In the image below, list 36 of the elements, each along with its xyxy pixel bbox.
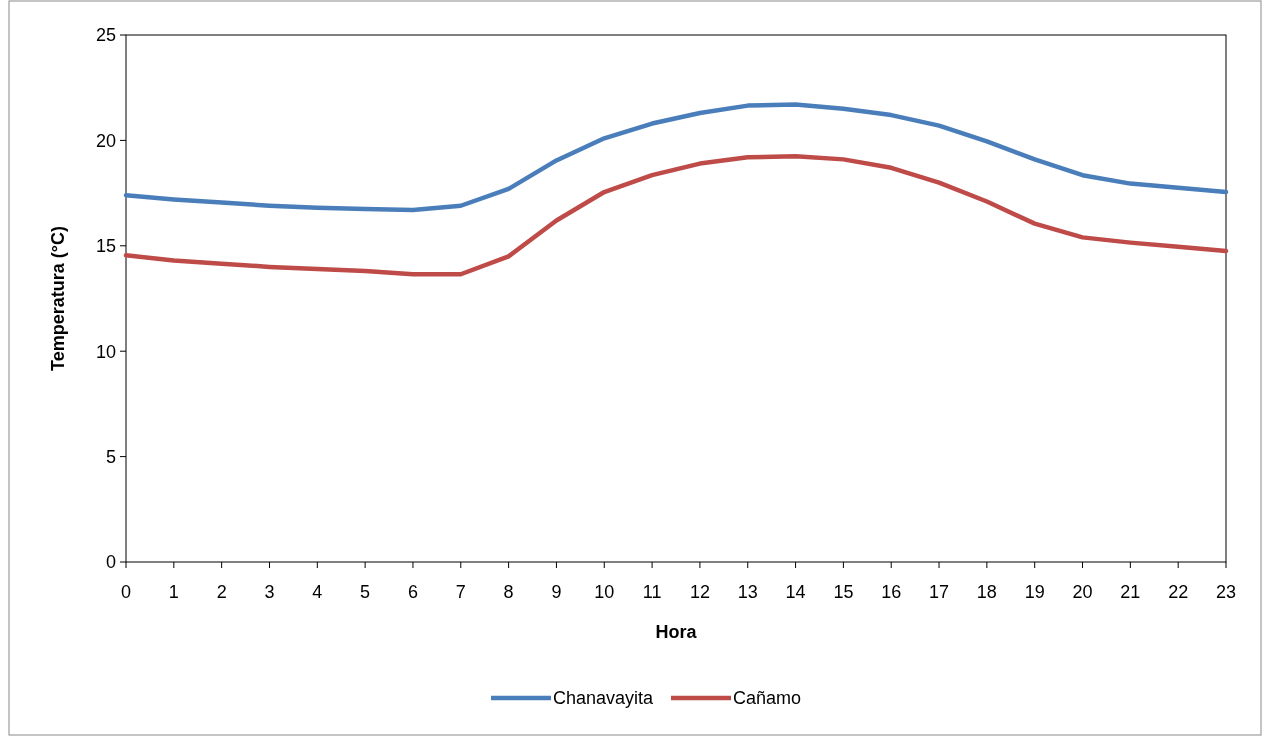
legend-label: Chanavayita <box>553 688 655 709</box>
y-axis-title: Temperatura (°C) <box>48 226 68 371</box>
y-tick-label: 0 <box>105 552 116 573</box>
y-tick-label: 10 <box>95 341 116 362</box>
x-tick-label: 2 <box>216 582 227 602</box>
x-tick-label: 10 <box>594 582 615 602</box>
x-tick-label: 0 <box>120 582 132 602</box>
x-tick-label: 12 <box>689 582 710 602</box>
y-tick-label: 5 <box>105 446 116 467</box>
x-tick-label: 20 <box>1072 582 1093 602</box>
line-series <box>123 153 1229 277</box>
x-tick-label: 7 <box>455 582 466 602</box>
y-tick-label: 20 <box>95 130 116 151</box>
legend-label: Cañamo <box>733 688 802 709</box>
x-tick-label: 19 <box>1024 582 1045 602</box>
line-series <box>123 102 1229 213</box>
x-tick-label: 13 <box>737 582 758 602</box>
x-tick-label: 23 <box>1215 582 1237 602</box>
x-tick-label: 5 <box>360 582 371 602</box>
x-tick-label: 16 <box>881 582 902 602</box>
x-tick-label: 18 <box>976 582 997 602</box>
x-tick-label: 21 <box>1120 582 1141 602</box>
x-tick-label: 11 <box>642 582 662 602</box>
x-tick-label: 6 <box>407 582 418 602</box>
y-tick-label: 15 <box>95 236 116 257</box>
x-axis-title: Hora <box>655 622 698 642</box>
x-tick-label: 9 <box>551 582 562 602</box>
y-tick-label: 25 <box>95 25 116 46</box>
x-tick-label: 1 <box>168 582 179 602</box>
x-tick-label: 4 <box>312 582 323 602</box>
x-tick-label: 17 <box>929 582 950 602</box>
x-tick-label: 15 <box>833 582 854 602</box>
x-tick-label: 22 <box>1168 582 1189 602</box>
x-tick-label: 8 <box>503 582 514 602</box>
x-tick-label: 3 <box>264 582 275 602</box>
x-tick-label: 14 <box>785 582 806 602</box>
